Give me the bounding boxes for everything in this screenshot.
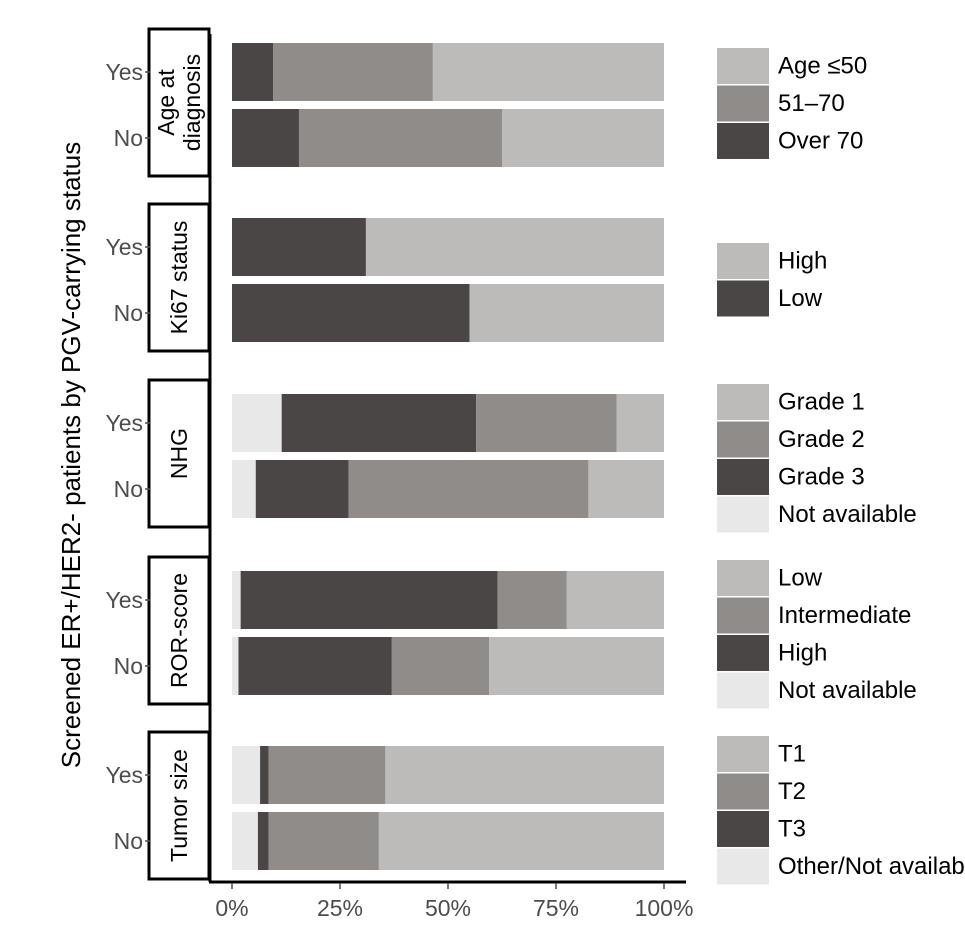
legend-swatch [717, 848, 769, 885]
bar-segment [348, 460, 589, 518]
legend-swatch [717, 243, 769, 279]
legend-swatch [717, 85, 769, 122]
bar-segment [240, 571, 498, 629]
legend-label: High [778, 248, 827, 275]
row-label: Yes [105, 410, 143, 436]
panel-strip-box [147, 555, 211, 706]
bar-segment [232, 571, 241, 629]
legend-swatch [717, 459, 769, 495]
panel-title: Age at [153, 69, 179, 136]
legend-swatch [717, 280, 769, 317]
legend-swatch [717, 496, 769, 533]
legend-label: Low [778, 565, 823, 592]
bar-segment [616, 394, 664, 452]
legend-label: Not available [778, 501, 917, 528]
legend-swatch [717, 811, 769, 847]
bar-segment [281, 394, 477, 452]
bar-segment [385, 746, 664, 804]
bar-segment [566, 571, 664, 629]
legend-label: 51–70 [778, 90, 845, 117]
panel-strip-box [147, 378, 211, 529]
bar-segment [378, 812, 664, 870]
panel-title: diagnosis [179, 54, 205, 151]
bar-segment [469, 284, 664, 342]
bar-segment [232, 218, 366, 276]
bar-segment [391, 637, 490, 695]
row-label: No [114, 828, 143, 854]
bar-segment [232, 284, 470, 342]
bar-segment [497, 571, 567, 629]
legend-swatch [717, 560, 769, 596]
legend-label: Other/Not available [778, 853, 965, 880]
bar-segment [268, 812, 379, 870]
x-tick-label: 75% [533, 895, 579, 921]
bar-segment [588, 460, 664, 518]
bar-segment [260, 746, 269, 804]
legend-swatch [717, 736, 769, 772]
row-label: Yes [105, 762, 143, 788]
legend-swatch [717, 421, 769, 458]
row-label: No [114, 476, 143, 502]
x-tick-label: 25% [317, 895, 363, 921]
x-tick-label: 100% [635, 895, 694, 921]
legend-label: T1 [778, 741, 806, 768]
legend-label: Over 70 [778, 128, 863, 155]
bar-segment [257, 812, 269, 870]
panel-title: ROR-score [166, 573, 192, 688]
legend-swatch [717, 597, 769, 634]
bar-segment [489, 637, 664, 695]
row-label: No [114, 125, 143, 151]
legend-swatch [717, 48, 769, 84]
x-tick-label: 50% [425, 895, 471, 921]
panel-title: Ki67 status [166, 221, 192, 335]
row-label: Yes [105, 587, 143, 613]
bar-segment [232, 109, 299, 167]
legend-label: Grade 2 [778, 426, 865, 453]
bar-segment [365, 218, 664, 276]
bar-segment [232, 812, 258, 870]
row-label: Yes [105, 234, 143, 260]
bar-segment [232, 460, 256, 518]
bar-segment [268, 746, 386, 804]
legend-label: Intermediate [778, 602, 911, 629]
bar-segment [232, 637, 239, 695]
legend-swatch [717, 672, 769, 709]
bar-segment [255, 460, 349, 518]
legend-swatch [717, 635, 769, 671]
legend-label: Low [778, 285, 823, 312]
bar-segment [298, 109, 502, 167]
bar-segment [232, 394, 282, 452]
legend-swatch [717, 123, 769, 159]
bar-segment [232, 746, 261, 804]
bar-segment [273, 43, 433, 101]
legend-swatch [717, 773, 769, 810]
x-tick-label: 0% [215, 895, 248, 921]
bar-segment [502, 109, 664, 167]
panel-title: NHG [166, 428, 192, 479]
row-label: No [114, 653, 143, 679]
panel-strip-box [147, 27, 211, 178]
bar-segment [238, 637, 392, 695]
legend-label: T2 [778, 778, 806, 805]
legend-label: T3 [778, 816, 806, 843]
legend-label: Age ≤50 [778, 53, 867, 80]
panel-title: Tumor size [166, 749, 192, 862]
row-label: Yes [105, 59, 143, 85]
legend-label: Not available [778, 677, 917, 704]
bar-segment [476, 394, 617, 452]
bar-segment [432, 43, 664, 101]
y-axis-title: Screened ER+/HER2- patients by PGV-carry… [56, 142, 86, 768]
legend-label: Grade 3 [778, 464, 865, 491]
row-label: No [114, 300, 143, 326]
legend-swatch [717, 384, 769, 420]
legend-label: Grade 1 [778, 389, 865, 416]
bar-segment [232, 43, 274, 101]
legend-label: High [778, 640, 827, 667]
